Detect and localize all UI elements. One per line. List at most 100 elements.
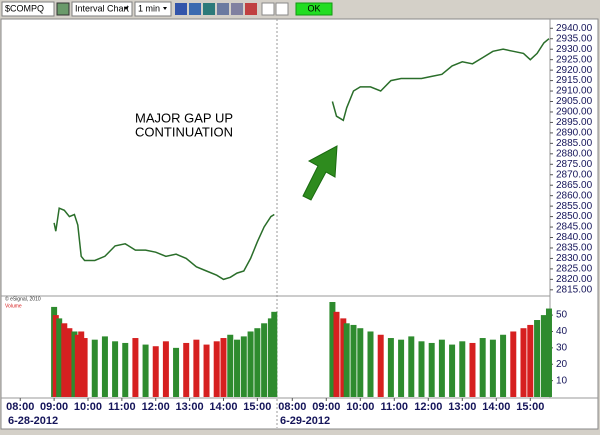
volume-bar (81, 338, 88, 397)
y-tick-label: 2865.00 (556, 180, 593, 191)
ok-text: OK (307, 3, 320, 13)
x-tick-label: 13:00 (176, 401, 204, 413)
icon[interactable] (203, 3, 215, 15)
y2-tick-label: 10 (556, 375, 568, 386)
gap-arrow (302, 145, 338, 201)
x-tick-label: 12:00 (414, 401, 442, 413)
volume-bar (261, 323, 268, 397)
y-tick-label: 2820.00 (556, 274, 593, 285)
annotation: MAJOR GAP UP (135, 110, 233, 125)
icon[interactable] (275, 2, 289, 16)
volume-bar (438, 339, 445, 397)
volume-bar (132, 338, 139, 397)
price-line (53, 207, 275, 281)
y-tick-label: 2880.00 (556, 148, 593, 159)
volume-bar (534, 320, 541, 397)
x-tick-label: 10:00 (74, 401, 102, 413)
annotation: CONTINUATION (135, 124, 233, 139)
volume-bar (240, 336, 247, 397)
volume-bar (527, 324, 534, 397)
volume-bar (78, 331, 85, 397)
volume-bar (428, 342, 435, 397)
volume-bar (193, 339, 200, 397)
volume-bar (510, 331, 517, 397)
volume-bar (540, 315, 547, 397)
y-tick-label: 2900.00 (556, 107, 593, 118)
y-tick-label: 2895.00 (556, 117, 593, 128)
dropdown-arrow (163, 7, 167, 10)
y-tick-label: 2935.00 (556, 33, 593, 44)
x-tick-label: 09:00 (40, 401, 68, 413)
volume-bar (398, 339, 405, 397)
volume-bar (56, 318, 63, 397)
price-line (331, 38, 550, 122)
y-tick-label: 2850.00 (556, 211, 593, 222)
volume-bar (340, 318, 347, 397)
volume-bar (213, 341, 220, 397)
icon[interactable] (217, 3, 229, 15)
volume-bar (545, 308, 552, 397)
volume-bar (227, 334, 234, 397)
icon[interactable] (56, 2, 70, 16)
volume-bar (183, 342, 190, 397)
y2-tick-label: 40 (556, 326, 568, 337)
x-tick-label: 13:00 (448, 401, 476, 413)
y-tick-label: 2940.00 (556, 23, 593, 34)
y-tick-label: 2825.00 (556, 264, 593, 275)
chart-type-select[interactable] (71, 1, 133, 17)
volume-bar (350, 324, 357, 397)
x-tick-label: 15:00 (516, 401, 544, 413)
symbol-input[interactable] (1, 1, 55, 17)
dropdown-arrow (124, 7, 128, 10)
ok-button[interactable] (295, 2, 333, 16)
volume-label: Volume (5, 303, 22, 309)
x-tick-label: 14:00 (209, 401, 237, 413)
volume-bar (61, 323, 68, 397)
volume-bar (122, 342, 129, 397)
icon[interactable] (189, 3, 201, 15)
x-tick-label: 09:00 (312, 401, 340, 413)
icon[interactable] (261, 2, 275, 16)
chart-type-text: Interval Chart (75, 3, 130, 13)
x-tick-label: 11:00 (381, 401, 409, 413)
volume-bar (220, 338, 227, 397)
y-tick-label: 2840.00 (556, 232, 593, 243)
volume-bar (449, 344, 456, 397)
x-tick-label: 15:00 (243, 401, 271, 413)
volume-bar (520, 328, 527, 397)
y-tick-label: 2830.00 (556, 253, 593, 264)
volume-bar (267, 318, 274, 397)
icon[interactable] (175, 3, 187, 15)
volume-bar (152, 346, 159, 397)
y-tick-label: 2815.00 (556, 284, 593, 295)
volume-bar (469, 342, 476, 397)
volume-bar (91, 339, 98, 397)
volume-bar (247, 331, 254, 397)
volume-bar (343, 323, 350, 397)
volume-bar (66, 328, 73, 397)
interval-select[interactable] (134, 1, 172, 17)
y-tick-label: 2870.00 (556, 169, 593, 180)
y-tick-label: 2925.00 (556, 54, 593, 65)
x-tick-label: 08:00 (6, 401, 34, 413)
volume-bar (418, 341, 425, 397)
y-tick-label: 2930.00 (556, 44, 593, 55)
tool-icons (175, 2, 289, 16)
volume-bar (162, 341, 169, 397)
source: © eSignal, 2010 (5, 295, 41, 302)
icon[interactable] (231, 3, 243, 15)
icon[interactable] (245, 3, 257, 15)
volume-bar (387, 338, 394, 397)
volume-bar (271, 311, 278, 397)
volume-bar (479, 338, 486, 397)
volume-bar (377, 334, 384, 397)
y-tick-label: 2890.00 (556, 128, 593, 139)
volume-bar (71, 331, 78, 397)
y2-tick-label: 30 (556, 343, 568, 354)
volume-bar (203, 344, 210, 397)
x-tick-label: 10:00 (346, 401, 374, 413)
y-tick-label: 2905.00 (556, 96, 593, 107)
volume-bar (254, 328, 261, 397)
chart-frame (0, 18, 599, 430)
